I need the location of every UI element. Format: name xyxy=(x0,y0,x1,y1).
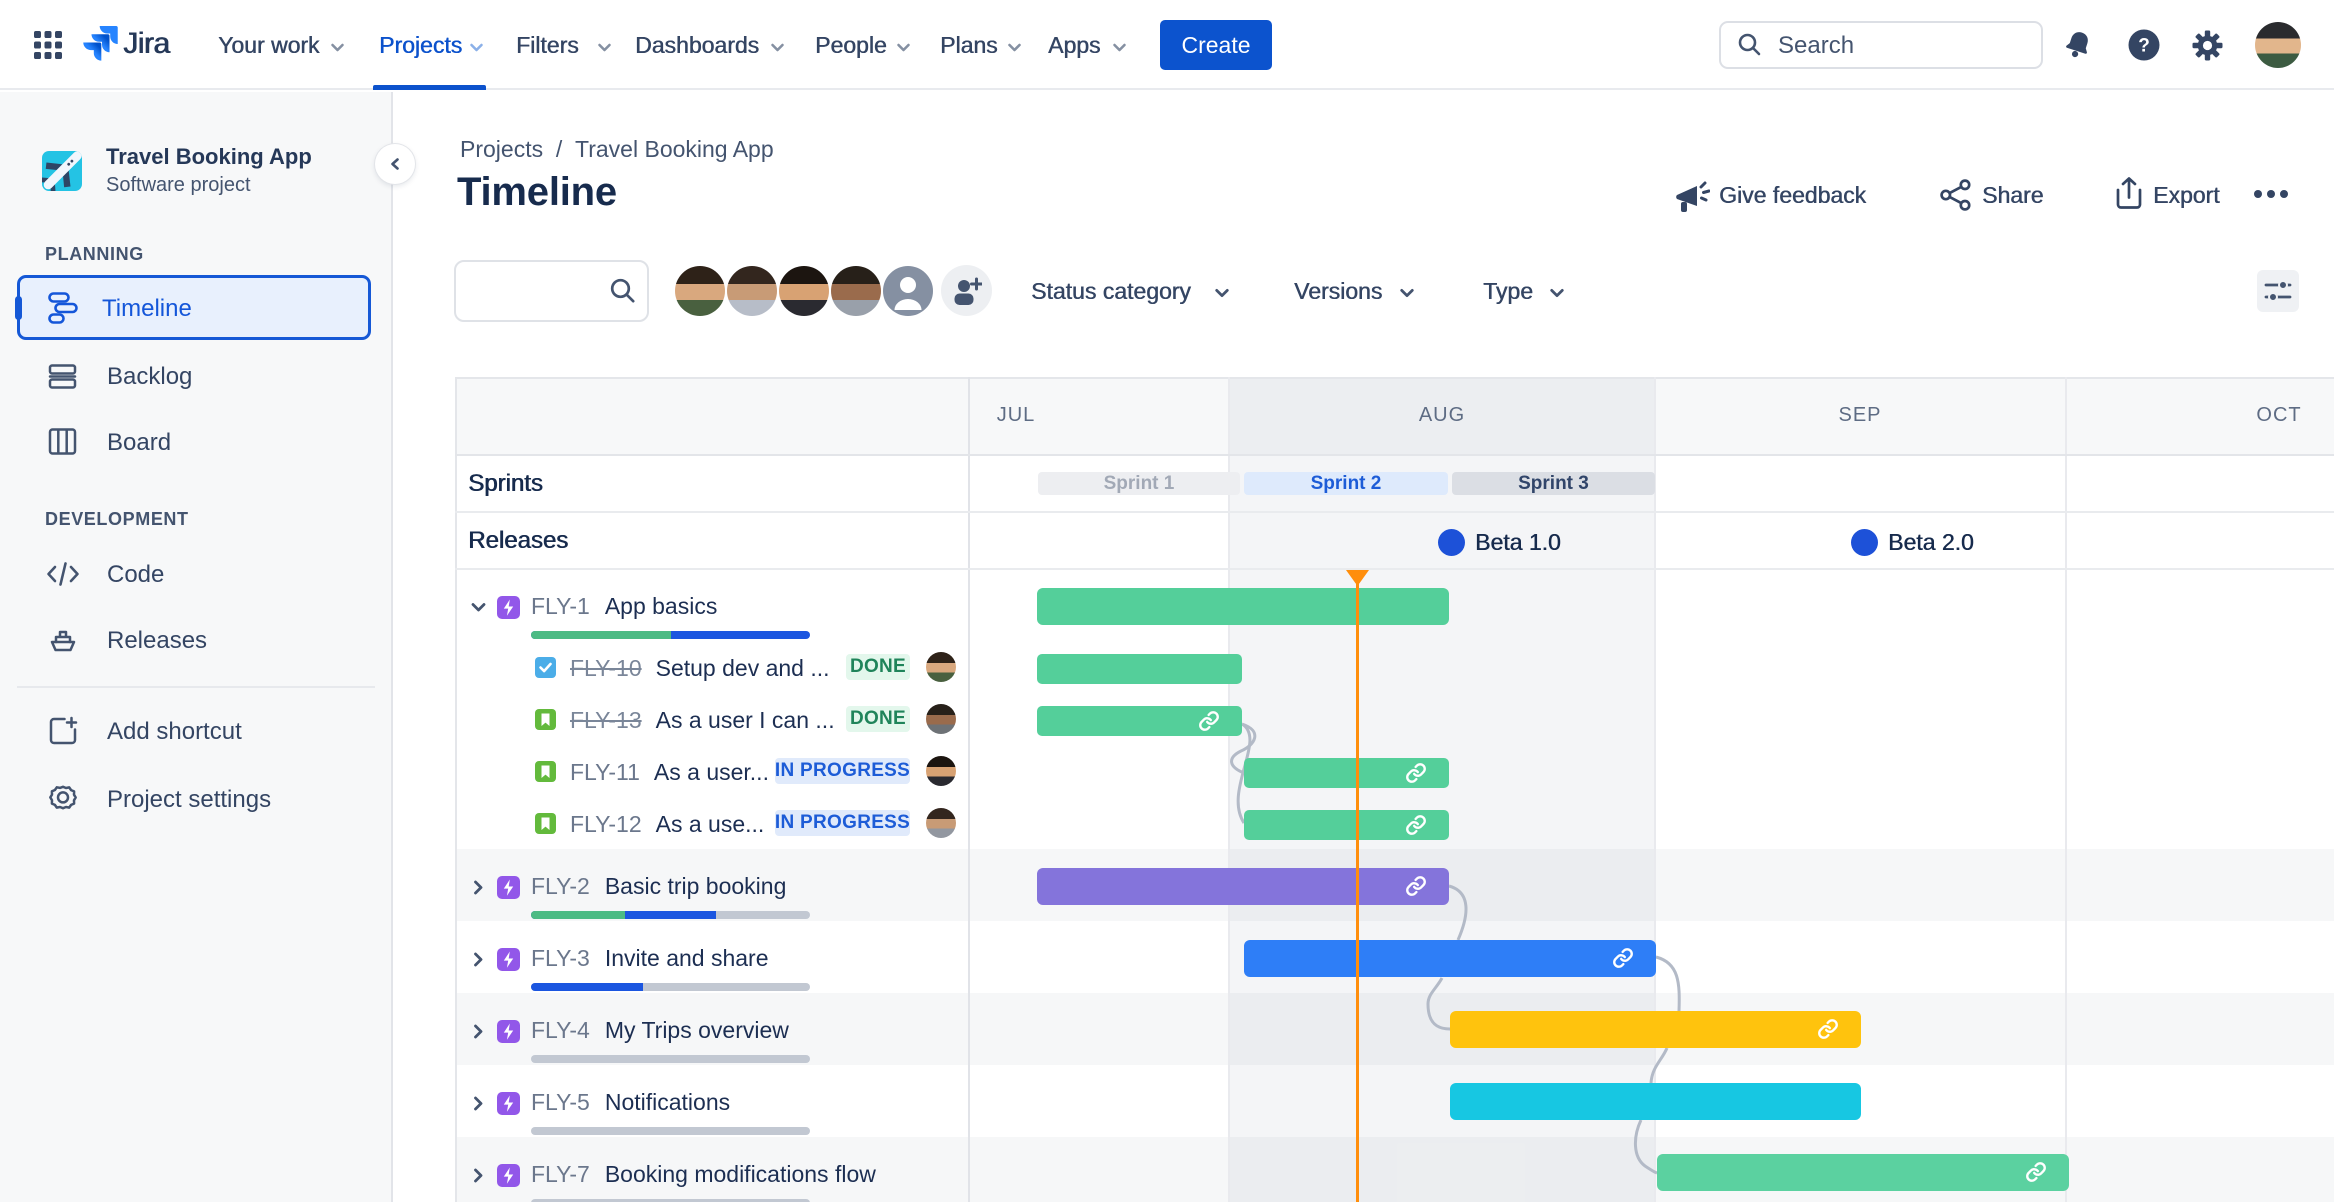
svg-text:?: ? xyxy=(2138,36,2150,57)
